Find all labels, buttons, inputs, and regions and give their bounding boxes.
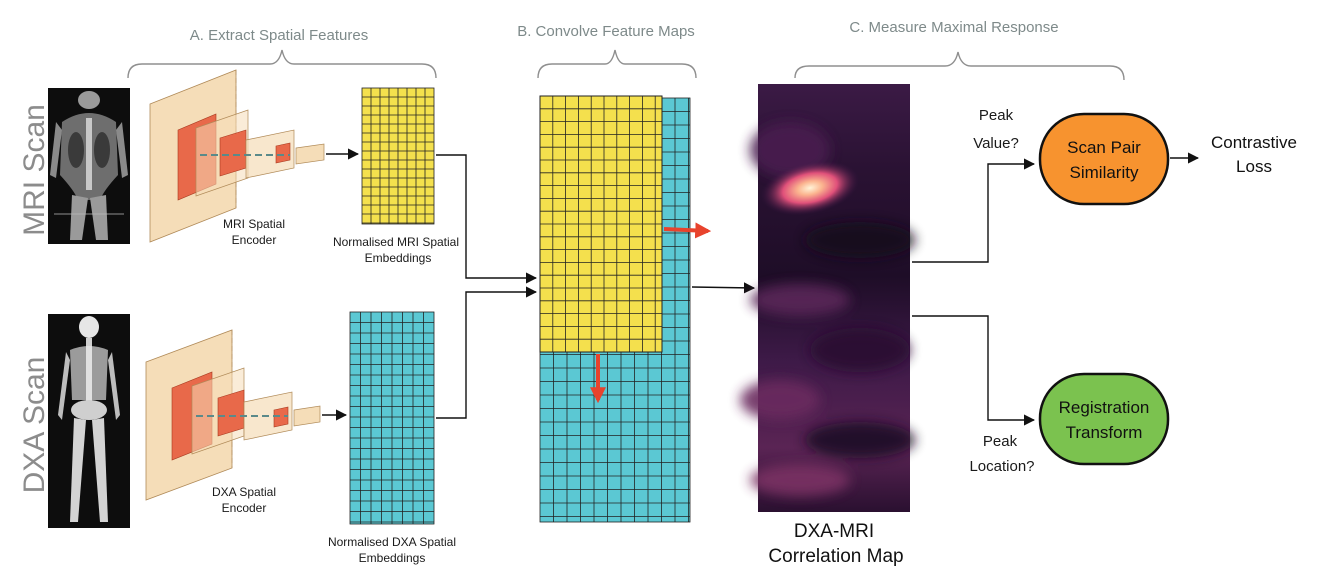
mri-encoder-label-line2: Encoder	[232, 233, 277, 247]
stage-a-brace	[127, 49, 437, 79]
mri-spatial-encoder	[149, 69, 325, 243]
peak-location-label-line1: Peak	[983, 433, 1018, 450]
dxa-embedding-label-line2: Embeddings	[359, 551, 426, 565]
peak-location-label-line2: Location?	[969, 458, 1034, 475]
mri-encoder-label-line1: MRI Spatial	[223, 217, 285, 231]
dxa-to-convolve-arrow	[436, 286, 538, 419]
mri-scan-image	[48, 88, 130, 244]
dxa-spatial-encoder	[145, 329, 321, 501]
contrastive-loss-label-line2: Loss	[1236, 157, 1272, 176]
dxa-scan-label: DXA Scan	[18, 357, 51, 494]
peak-value-arrow	[912, 158, 1036, 263]
stage-b-brace	[537, 49, 697, 79]
registration-label-line1: Registration	[1059, 398, 1150, 417]
contrastive-loss-label-line1: Contrastive	[1211, 133, 1297, 152]
stage-b-title: B. Convolve Feature Maps	[517, 23, 695, 40]
correlation-map	[740, 84, 915, 512]
stage-a-title: A. Extract Spatial Features	[190, 27, 368, 44]
stage-c-brace	[794, 51, 1125, 81]
dxa-embedding-grid	[349, 311, 435, 525]
dxa-scan-image	[48, 314, 130, 528]
mri-embedding-grid	[361, 87, 435, 225]
convolved-feature-maps	[539, 95, 691, 523]
registration-transform-node: Registration Transform	[1038, 372, 1170, 466]
stage-c-title: C. Measure Maximal Response	[849, 19, 1058, 36]
peak-location-arrow	[912, 315, 1036, 426]
peak-value-label-line2: Value?	[973, 135, 1019, 152]
mri-scan-label: MRI Scan	[18, 104, 51, 236]
convolve-to-map-arrow	[691, 282, 756, 294]
dxa-encoder-label-line1: DXA Spatial	[212, 485, 276, 499]
mri-embedding-label-line2: Embeddings	[365, 251, 432, 265]
similarity-label-line1: Scan Pair	[1067, 138, 1141, 157]
similarity-label-line2: Similarity	[1070, 163, 1139, 182]
correlation-map-label-line2: Correlation Map	[768, 546, 903, 567]
horizontal-shift-arrow	[663, 222, 712, 239]
registration-label-line2: Transform	[1066, 423, 1143, 442]
mri-to-convolve-arrow	[436, 154, 538, 284]
peak-value-label-line1: Peak	[979, 107, 1014, 124]
scan-pair-similarity-node: Scan Pair Similarity	[1038, 112, 1170, 206]
dxa-embedding-label-line1: Normalised DXA Spatial	[328, 535, 456, 549]
mri-embedding-label-line1: Normalised MRI Spatial	[333, 235, 459, 249]
dxa-encoder-label-line2: Encoder	[222, 501, 267, 515]
correlation-map-label-line1: DXA-MRI	[794, 521, 874, 542]
